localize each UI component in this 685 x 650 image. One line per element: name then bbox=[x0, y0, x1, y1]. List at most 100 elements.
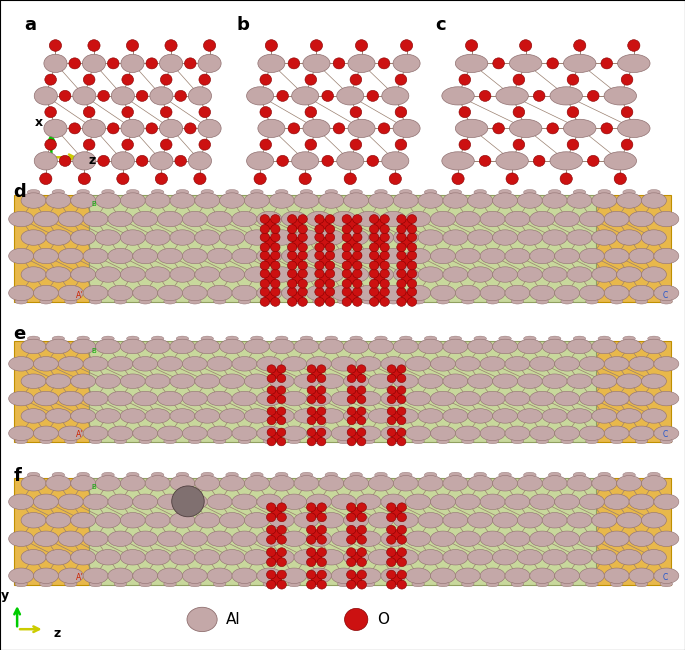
Ellipse shape bbox=[654, 568, 679, 584]
Circle shape bbox=[271, 432, 282, 441]
Ellipse shape bbox=[412, 439, 425, 444]
Ellipse shape bbox=[312, 298, 325, 304]
Ellipse shape bbox=[393, 409, 419, 423]
Ellipse shape bbox=[232, 357, 257, 371]
Ellipse shape bbox=[654, 494, 679, 510]
Ellipse shape bbox=[176, 190, 188, 195]
Ellipse shape bbox=[121, 230, 145, 245]
Ellipse shape bbox=[220, 266, 245, 282]
Ellipse shape bbox=[258, 120, 285, 138]
Ellipse shape bbox=[542, 339, 567, 354]
Circle shape bbox=[271, 225, 280, 233]
Circle shape bbox=[322, 155, 334, 166]
Ellipse shape bbox=[654, 426, 679, 441]
Circle shape bbox=[317, 417, 326, 424]
Circle shape bbox=[277, 90, 288, 101]
Circle shape bbox=[397, 251, 406, 260]
Ellipse shape bbox=[338, 439, 350, 444]
Ellipse shape bbox=[198, 120, 221, 138]
Ellipse shape bbox=[418, 374, 443, 389]
Ellipse shape bbox=[257, 391, 282, 406]
Circle shape bbox=[98, 90, 110, 101]
Ellipse shape bbox=[34, 86, 58, 105]
Ellipse shape bbox=[95, 266, 121, 282]
Ellipse shape bbox=[269, 409, 294, 423]
Ellipse shape bbox=[158, 391, 182, 406]
Circle shape bbox=[397, 570, 406, 579]
Circle shape bbox=[621, 74, 633, 85]
Ellipse shape bbox=[604, 86, 636, 105]
Ellipse shape bbox=[468, 409, 493, 423]
Text: a: a bbox=[24, 16, 36, 34]
Ellipse shape bbox=[232, 494, 257, 510]
Circle shape bbox=[307, 428, 316, 436]
Circle shape bbox=[378, 58, 390, 69]
Ellipse shape bbox=[511, 581, 524, 587]
Circle shape bbox=[452, 173, 464, 185]
Ellipse shape bbox=[418, 549, 443, 565]
Circle shape bbox=[49, 40, 62, 51]
Ellipse shape bbox=[393, 193, 419, 208]
Ellipse shape bbox=[332, 494, 356, 510]
Circle shape bbox=[266, 513, 276, 522]
Circle shape bbox=[311, 575, 322, 584]
Ellipse shape bbox=[34, 357, 58, 371]
Circle shape bbox=[260, 233, 269, 242]
Ellipse shape bbox=[517, 230, 543, 245]
Ellipse shape bbox=[555, 285, 580, 301]
Ellipse shape bbox=[226, 190, 238, 195]
Circle shape bbox=[395, 139, 407, 150]
Circle shape bbox=[397, 395, 406, 404]
Ellipse shape bbox=[82, 55, 105, 73]
Ellipse shape bbox=[505, 531, 530, 547]
Ellipse shape bbox=[542, 230, 567, 245]
Ellipse shape bbox=[58, 248, 84, 264]
Ellipse shape bbox=[312, 581, 325, 587]
Ellipse shape bbox=[158, 357, 182, 371]
Ellipse shape bbox=[232, 426, 257, 441]
Circle shape bbox=[397, 417, 406, 424]
Ellipse shape bbox=[399, 473, 412, 478]
Ellipse shape bbox=[344, 230, 369, 245]
Ellipse shape bbox=[9, 391, 34, 406]
Ellipse shape bbox=[338, 581, 350, 587]
Ellipse shape bbox=[399, 336, 412, 341]
Ellipse shape bbox=[207, 391, 232, 406]
Ellipse shape bbox=[468, 230, 493, 245]
Ellipse shape bbox=[369, 230, 393, 245]
Circle shape bbox=[45, 107, 56, 118]
Circle shape bbox=[298, 269, 308, 278]
Circle shape bbox=[319, 292, 330, 302]
Circle shape bbox=[380, 287, 389, 296]
Ellipse shape bbox=[269, 266, 294, 282]
Ellipse shape bbox=[282, 248, 307, 264]
Ellipse shape bbox=[348, 55, 375, 73]
Circle shape bbox=[353, 269, 362, 278]
Ellipse shape bbox=[550, 86, 582, 105]
Ellipse shape bbox=[82, 120, 105, 138]
Circle shape bbox=[408, 225, 416, 233]
Circle shape bbox=[397, 261, 406, 270]
Circle shape bbox=[347, 503, 356, 512]
Circle shape bbox=[271, 280, 280, 288]
Ellipse shape bbox=[468, 266, 493, 282]
Ellipse shape bbox=[95, 476, 121, 491]
Ellipse shape bbox=[58, 426, 84, 441]
Ellipse shape bbox=[182, 494, 208, 510]
Circle shape bbox=[88, 40, 100, 51]
Ellipse shape bbox=[418, 193, 443, 208]
Circle shape bbox=[271, 530, 282, 540]
Circle shape bbox=[369, 261, 379, 270]
Ellipse shape bbox=[114, 439, 127, 444]
Circle shape bbox=[165, 40, 177, 51]
Ellipse shape bbox=[430, 357, 456, 371]
Ellipse shape bbox=[133, 531, 158, 547]
Circle shape bbox=[60, 155, 71, 166]
Ellipse shape bbox=[95, 230, 121, 245]
Ellipse shape bbox=[170, 549, 195, 565]
Ellipse shape bbox=[580, 285, 604, 301]
Circle shape bbox=[333, 58, 345, 69]
Circle shape bbox=[534, 155, 545, 166]
Ellipse shape bbox=[232, 211, 257, 227]
Ellipse shape bbox=[71, 409, 96, 423]
